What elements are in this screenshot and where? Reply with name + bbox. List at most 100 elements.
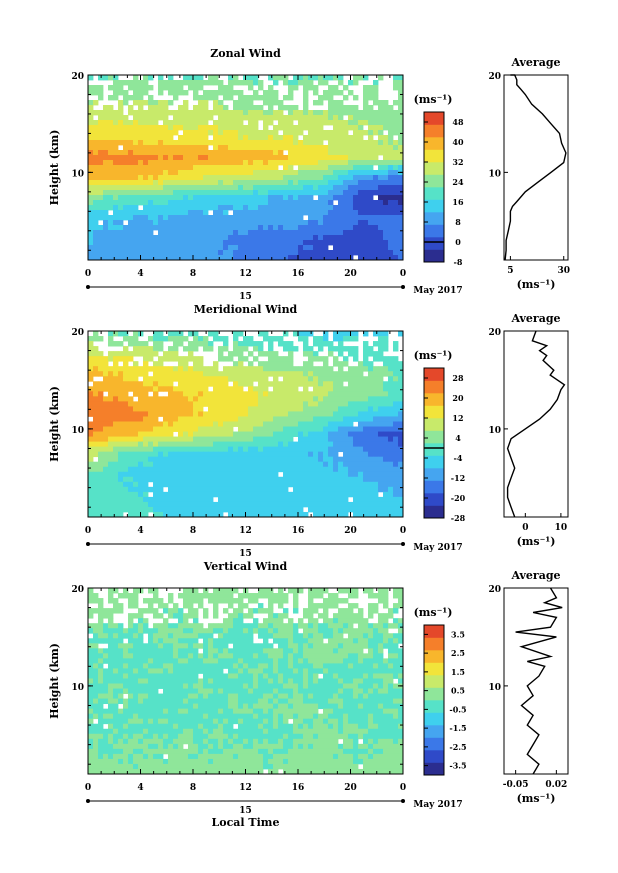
heatmap-cell [173,421,179,427]
heatmap-cell [368,501,374,508]
heatmap-cell [258,441,264,448]
heatmap-cell [168,451,174,458]
heatmap-cell [373,245,379,251]
heatmap-cell [108,160,114,166]
heatmap-cell [318,376,324,382]
heatmap-cell [303,381,309,387]
heatmap-cell [153,341,159,347]
heatmap-cell [293,476,299,483]
heatmap-cell [128,628,134,634]
heatmap-cell [363,185,369,191]
heatmap-cell [353,245,359,251]
heatmap-cell [273,501,279,508]
heatmap-cell [328,210,334,216]
heatmap-cell [93,386,99,392]
heatmap-cell [178,461,184,468]
heatmap-cell [123,230,129,236]
heatmap-cell [333,90,339,96]
heatmap-cell [318,416,324,422]
heatmap-cell [183,446,189,453]
heatmap-cell [378,336,384,342]
heatmap-cell [328,95,334,101]
heatmap-cell [238,431,244,437]
heatmap-cell [308,461,314,468]
heatmap-cell [283,486,289,493]
heatmap-cell [313,501,319,508]
heatmap-cell [293,135,299,141]
heatmap-cell [263,461,269,468]
heatmap-cell [258,85,264,91]
heatmap-cell [278,481,284,488]
heatmap-cell [178,120,184,126]
colorbar-segment [424,149,444,163]
heatmap-cell [228,180,234,186]
heatmap-cell [203,185,209,191]
heatmap-cell [148,130,154,136]
heatmap-cell [398,411,404,417]
heatmap-cell [373,130,379,136]
heatmap-cell [113,406,119,412]
heatmap-cell [138,240,144,246]
heatmap-cell [123,130,129,136]
heatmap-cell [113,441,119,448]
heatmap-cell [188,476,194,483]
heatmap-cell [158,220,164,226]
heatmap-cell [123,135,129,141]
heatmap-cell [248,220,254,226]
heatmap-cell [133,386,139,392]
heatmap-cell [363,130,369,136]
heatmap-cell [268,240,274,246]
heatmap-cell [198,491,204,498]
heatmap-cell [368,145,374,151]
heatmap-cell [358,230,364,236]
heatmap-cell [168,135,174,141]
heatmap-cell [148,200,154,206]
heatmap-cell [233,628,239,634]
heatmap-cell [138,185,144,191]
heatmap-cell [348,401,354,407]
heatmap-cell [188,511,194,518]
heatmap-cell [363,441,369,448]
heatmap-cell [343,85,349,91]
heatmap-cell [123,250,129,256]
heatmap-cell [178,476,184,483]
heatmap-cell [203,466,209,473]
heatmap-cell [98,613,104,619]
heatmap-cell [178,250,184,256]
heatmap-cell [248,613,254,619]
heatmap-cell [233,371,239,377]
heatmap-cell [168,366,174,372]
heatmap-cell [88,511,94,518]
heatmap-cell [113,371,119,377]
heatmap-cell [178,431,184,437]
heatmap-cell [383,461,389,468]
heatmap-cell [173,461,179,468]
heatmap-cell [88,481,94,488]
heatmap-cell [203,633,209,639]
heatmap-cell [283,431,289,437]
heatmap-cell [173,476,179,483]
heatmap-cell [283,416,289,422]
heatmap-cell [153,110,159,116]
heatmap-cell [268,336,274,342]
heatmap-cell [308,491,314,498]
heatmap-cell [328,155,334,161]
heatmap-cell [198,145,204,151]
heatmap-cell [188,401,194,407]
heatmap-cell [183,366,189,372]
heatmap-cell [158,386,164,392]
heatmap-cell [238,190,244,196]
heatmap-cell [88,255,94,261]
heatmap-cell [373,623,379,629]
heatmap-cell [253,346,259,352]
heatmap-cell [388,613,394,619]
heatmap-cell [383,381,389,387]
heatmap-cell [153,220,159,226]
heatmap-cell [88,190,94,196]
heatmap-cell [193,451,199,458]
heatmap-cell [218,471,224,478]
heatmap-cell [253,506,259,513]
heatmap-cell [268,225,274,231]
heatmap-cell [383,180,389,186]
heatmap-cell [353,135,359,141]
